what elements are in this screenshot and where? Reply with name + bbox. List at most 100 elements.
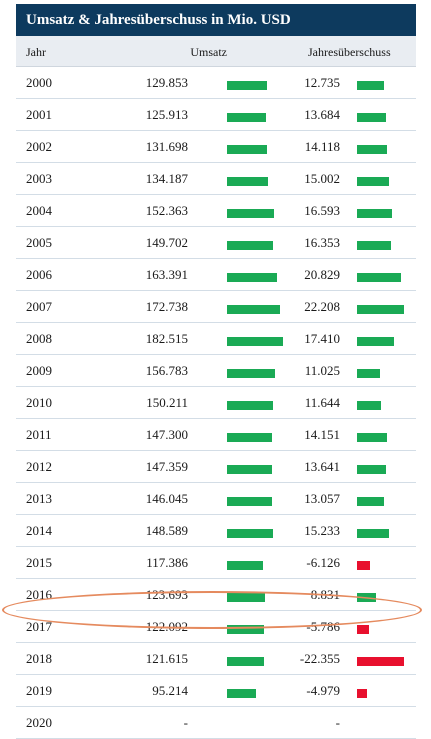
jahresueberschuss-bar — [357, 657, 404, 666]
cell-umsatz: 121.615 — [145, 651, 188, 666]
cell-umsatz: 147.359 — [145, 459, 188, 474]
cell-year: 2005 — [26, 235, 52, 250]
cell-year: 2004 — [26, 203, 52, 218]
cell-umsatz: 146.045 — [145, 491, 188, 506]
umsatz-bar — [227, 337, 283, 346]
cell-umsatz: 122.092 — [145, 619, 188, 634]
cell-jahresueberschuss: 13.057 — [304, 491, 340, 506]
table-row: 2014 148.589 15.233 — [16, 515, 416, 547]
table-row: 2001 125.913 13.684 — [16, 99, 416, 131]
cell-year: 2008 — [26, 331, 52, 346]
cell-jahresueberschuss: -5.786 — [306, 619, 340, 634]
cell-jahresueberschuss: 16.593 — [304, 203, 340, 218]
column-header-jahresueberschuss: Jahresüberschuss — [308, 45, 391, 59]
cell-umsatz: 134.187 — [145, 171, 188, 186]
table-row: 2015 117.386 -6.126 — [16, 547, 416, 579]
column-header-umsatz: Umsatz — [190, 45, 227, 59]
cell-year: 2017 — [26, 619, 52, 634]
table-body: 2000 129.853 12.735 2001 125.913 13.684 2002 13… — [16, 67, 416, 739]
jahresueberschuss-bar — [357, 561, 370, 570]
cell-jahresueberschuss: 13.684 — [304, 107, 340, 122]
revenue-table: Umsatz & Jahresüberschuss in Mio. USD Ja… — [16, 4, 416, 739]
cell-jahresueberschuss: 15.002 — [304, 171, 340, 186]
table-row: 2007 172.738 22.208 — [16, 291, 416, 323]
umsatz-bar — [227, 81, 267, 90]
jahresueberschuss-bar — [357, 497, 384, 506]
jahresueberschuss-bar — [357, 369, 380, 378]
cell-umsatz: 163.391 — [145, 267, 188, 282]
cell-jahresueberschuss: 11.644 — [304, 395, 340, 410]
table-title: Umsatz & Jahresüberschuss in Mio. USD — [16, 4, 416, 36]
jahresueberschuss-bar — [357, 625, 369, 634]
umsatz-bar — [227, 529, 273, 538]
cell-umsatz: 152.363 — [145, 203, 188, 218]
cell-umsatz: 172.738 — [145, 299, 188, 314]
cell-jahresueberschuss: 12.735 — [304, 75, 340, 90]
cell-year: 2015 — [26, 555, 52, 570]
umsatz-bar — [227, 113, 266, 122]
cell-umsatz: - — [183, 715, 188, 730]
table-row: 2000 129.853 12.735 — [16, 67, 416, 99]
jahresueberschuss-bar — [357, 401, 381, 410]
cell-year: 2000 — [26, 75, 52, 90]
jahresueberschuss-bar — [357, 145, 387, 154]
jahresueberschuss-bar — [357, 81, 384, 90]
umsatz-bar — [227, 177, 268, 186]
cell-year: 2001 — [26, 107, 52, 122]
table-row: 2018 121.615 -22.355 — [16, 643, 416, 675]
umsatz-bar — [227, 145, 267, 154]
table-row: 2009 156.783 11.025 — [16, 355, 416, 387]
cell-umsatz: 125.913 — [145, 107, 188, 122]
cell-umsatz: 148.589 — [145, 523, 188, 538]
umsatz-bar — [227, 273, 277, 282]
cell-jahresueberschuss: 15.233 — [304, 523, 340, 538]
jahresueberschuss-bar — [357, 273, 401, 282]
umsatz-bar — [227, 497, 272, 506]
cell-jahresueberschuss: -4.979 — [306, 683, 340, 698]
jahresueberschuss-bar — [357, 689, 367, 698]
cell-jahresueberschuss: -6.126 — [306, 555, 340, 570]
table-row: 2011 147.300 14.151 — [16, 419, 416, 451]
umsatz-bar — [227, 369, 275, 378]
cell-year: 2014 — [26, 523, 52, 538]
cell-umsatz: 95.214 — [152, 683, 188, 698]
jahresueberschuss-bar — [357, 209, 392, 218]
cell-year: 2010 — [26, 395, 52, 410]
umsatz-bar — [227, 625, 264, 634]
table-row: 2017 122.092 -5.786 — [16, 611, 416, 643]
table-row: 2003 134.187 15.002 — [16, 163, 416, 195]
cell-umsatz: 117.386 — [146, 555, 188, 570]
umsatz-bar — [227, 561, 263, 570]
cell-umsatz: 131.698 — [145, 139, 188, 154]
jahresueberschuss-bar — [357, 241, 391, 250]
umsatz-bar — [227, 305, 280, 314]
jahresueberschuss-bar — [357, 433, 387, 442]
table-header: Jahr Umsatz Jahresüberschuss — [16, 36, 416, 67]
cell-year: 2003 — [26, 171, 52, 186]
cell-year: 2019 — [26, 683, 52, 698]
table-row: 2019 95.214 -4.979 — [16, 675, 416, 707]
cell-jahresueberschuss: 14.151 — [304, 427, 340, 442]
table-row: 2020 - - — [16, 707, 416, 739]
table-row: 2004 152.363 16.593 — [16, 195, 416, 227]
cell-year: 2020 — [26, 715, 52, 730]
cell-year: 2007 — [26, 299, 52, 314]
jahresueberschuss-bar — [357, 337, 394, 346]
cell-jahresueberschuss: -22.355 — [299, 651, 340, 666]
cell-umsatz: 156.783 — [145, 363, 188, 378]
cell-jahresueberschuss: - — [335, 715, 340, 730]
cell-year: 2002 — [26, 139, 52, 154]
cell-umsatz: 147.300 — [145, 427, 188, 442]
cell-year: 2006 — [26, 267, 52, 282]
table-row: 2002 131.698 14.118 — [16, 131, 416, 163]
cell-jahresueberschuss: 17.410 — [304, 331, 340, 346]
cell-umsatz: 182.515 — [145, 331, 188, 346]
table-row: 2012 147.359 13.641 — [16, 451, 416, 483]
cell-jahresueberschuss: 14.118 — [304, 139, 340, 154]
cell-umsatz: 123.693 — [145, 587, 188, 602]
table-row: 2013 146.045 13.057 — [16, 483, 416, 515]
umsatz-bar — [227, 401, 273, 410]
cell-year: 2012 — [26, 459, 52, 474]
jahresueberschuss-bar — [357, 593, 376, 602]
jahresueberschuss-bar — [357, 465, 386, 474]
